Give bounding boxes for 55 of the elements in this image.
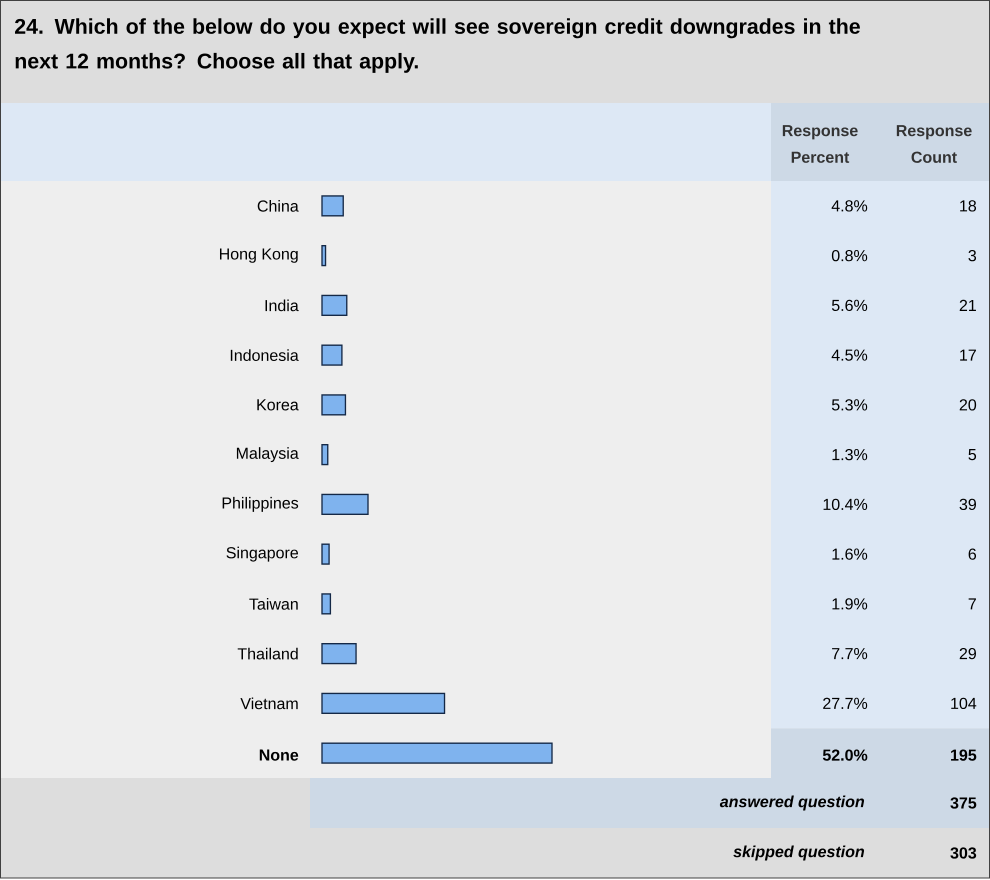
text: 303 [950,847,976,859]
bar [321,643,357,664]
data-label: 1.3% [832,448,868,460]
y-tick-label: Vietnam [240,698,298,710]
text: answered question [720,796,864,810]
text: 5 [968,449,976,460]
bar [321,245,326,266]
data-label: 0.8% [832,250,868,262]
bar [321,344,343,366]
bar [321,294,348,316]
y-tick-label: None [260,750,298,761]
bar [321,494,369,515]
data-label: 10.4% [824,498,868,510]
data-label: 4.5% [832,349,868,361]
text: 17 [960,350,976,361]
bar [321,195,344,216]
text: 6 [968,548,976,560]
text: Response Count [896,125,972,163]
data-label: 1.9% [832,598,868,610]
text: 39 [960,498,976,510]
y-tick-label: China [258,200,299,212]
text: 29 [960,648,976,660]
bar [321,544,330,565]
data-label: 1.6% [832,548,868,560]
data-label: 4.8% [832,200,868,212]
text: skipped question [733,846,864,860]
data-label: 7.7% [832,648,868,660]
y-tick-label: Singapore [226,546,298,562]
y-tick-label: Indonesia [230,349,299,361]
bar [321,593,332,614]
text: 104 [951,698,976,710]
y-tick-label: Taiwan [249,598,298,610]
text: 3 [968,250,976,262]
text: 195 [951,749,976,761]
data-label: 5.3% [832,399,868,411]
y-tick-label: Hong Kong [220,248,298,263]
y-tick-label: Korea [257,399,299,410]
bar [321,692,446,714]
text: 20 [960,399,976,411]
bar [321,742,553,764]
data-label: 52.0% [822,749,868,761]
text: Response Percent [782,125,858,163]
bar [321,394,346,416]
y-tick-label: Malaysia [236,447,299,462]
text: 18 [960,200,976,212]
data-label: 27.7% [823,698,868,709]
y-tick-label: India [266,300,299,312]
text: 21 [960,300,976,311]
text: 375 [950,797,976,809]
chart-title: 24. Which of the below do you expect will see sovereign credit downgrades in the next 12 months? Choose all that apply. [15,18,860,73]
text: 7 [968,598,976,610]
y-tick-label: Philippines [222,496,298,512]
bar [321,444,328,466]
y-tick-label: Thailand [238,648,298,660]
data-label: 5.6% [832,300,868,312]
